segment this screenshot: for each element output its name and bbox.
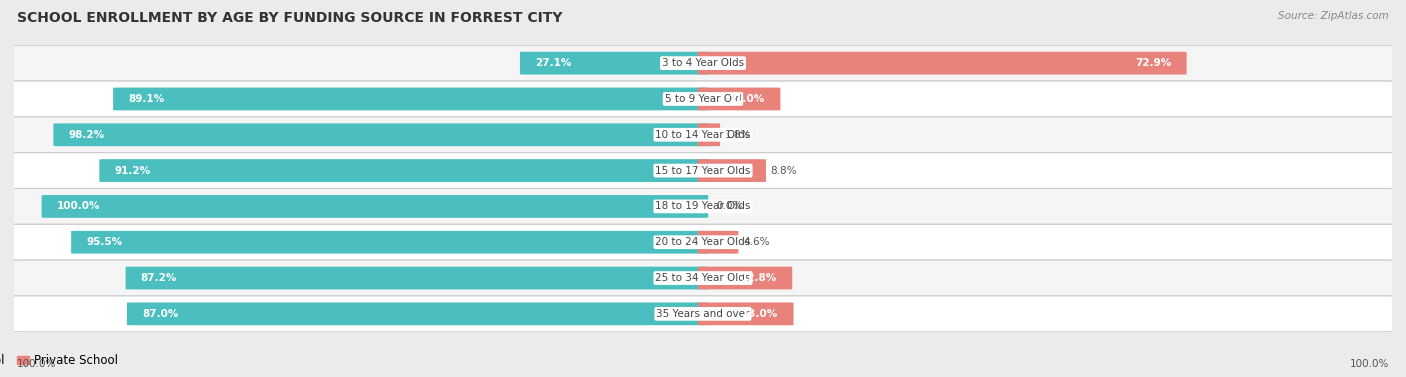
Text: 87.0%: 87.0%: [142, 309, 179, 319]
Text: 27.1%: 27.1%: [536, 58, 571, 68]
FancyBboxPatch shape: [112, 87, 709, 110]
Text: 4.6%: 4.6%: [742, 237, 769, 247]
Text: 35 Years and over: 35 Years and over: [657, 309, 749, 319]
FancyBboxPatch shape: [7, 81, 1399, 117]
Text: 13.0%: 13.0%: [742, 309, 779, 319]
FancyBboxPatch shape: [7, 153, 1399, 188]
Text: 10 to 14 Year Olds: 10 to 14 Year Olds: [655, 130, 751, 140]
FancyBboxPatch shape: [697, 52, 1187, 75]
FancyBboxPatch shape: [697, 87, 780, 110]
Text: 100.0%: 100.0%: [56, 201, 100, 211]
FancyBboxPatch shape: [697, 159, 766, 182]
Text: 98.2%: 98.2%: [69, 130, 104, 140]
FancyBboxPatch shape: [697, 302, 793, 325]
Text: SCHOOL ENROLLMENT BY AGE BY FUNDING SOURCE IN FORREST CITY: SCHOOL ENROLLMENT BY AGE BY FUNDING SOUR…: [17, 11, 562, 25]
Text: 8.8%: 8.8%: [770, 166, 797, 176]
Text: 100.0%: 100.0%: [17, 359, 56, 369]
FancyBboxPatch shape: [7, 224, 1399, 260]
Text: 72.9%: 72.9%: [1135, 58, 1171, 68]
Text: 12.8%: 12.8%: [741, 273, 778, 283]
Text: 91.2%: 91.2%: [114, 166, 150, 176]
Text: 87.2%: 87.2%: [141, 273, 177, 283]
Text: 11.0%: 11.0%: [730, 94, 765, 104]
FancyBboxPatch shape: [72, 231, 709, 254]
FancyBboxPatch shape: [7, 45, 1399, 81]
Text: 15 to 17 Year Olds: 15 to 17 Year Olds: [655, 166, 751, 176]
Text: 5 to 9 Year Old: 5 to 9 Year Old: [665, 94, 741, 104]
FancyBboxPatch shape: [53, 123, 709, 146]
FancyBboxPatch shape: [697, 123, 720, 146]
FancyBboxPatch shape: [697, 267, 792, 290]
Text: 1.8%: 1.8%: [724, 130, 751, 140]
FancyBboxPatch shape: [7, 188, 1399, 224]
Text: 95.5%: 95.5%: [86, 237, 122, 247]
Text: 25 to 34 Year Olds: 25 to 34 Year Olds: [655, 273, 751, 283]
Text: 100.0%: 100.0%: [1350, 359, 1389, 369]
FancyBboxPatch shape: [42, 195, 709, 218]
FancyBboxPatch shape: [127, 302, 709, 325]
Text: Source: ZipAtlas.com: Source: ZipAtlas.com: [1278, 11, 1389, 21]
FancyBboxPatch shape: [125, 267, 709, 290]
FancyBboxPatch shape: [7, 117, 1399, 153]
Text: 89.1%: 89.1%: [128, 94, 165, 104]
FancyBboxPatch shape: [100, 159, 709, 182]
Text: 20 to 24 Year Olds: 20 to 24 Year Olds: [655, 237, 751, 247]
Text: 3 to 4 Year Olds: 3 to 4 Year Olds: [662, 58, 744, 68]
FancyBboxPatch shape: [697, 231, 738, 254]
FancyBboxPatch shape: [7, 296, 1399, 332]
FancyBboxPatch shape: [7, 260, 1399, 296]
Text: 0.0%: 0.0%: [716, 201, 742, 211]
FancyBboxPatch shape: [520, 52, 709, 75]
Text: 18 to 19 Year Olds: 18 to 19 Year Olds: [655, 201, 751, 211]
Legend: Public School, Private School: Public School, Private School: [0, 349, 124, 372]
